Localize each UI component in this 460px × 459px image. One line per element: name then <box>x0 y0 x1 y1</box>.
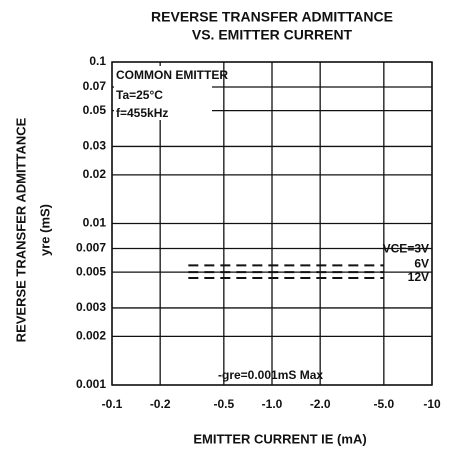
x-axis-label: EMITTER CURRENT IE (mA) <box>193 431 366 446</box>
x-tick-label: -2.0 <box>310 397 331 411</box>
y-unit-label: yre (mS) <box>37 204 52 256</box>
y-tick-label: 0.05 <box>83 103 107 117</box>
x-tick-label: -5.0 <box>373 397 394 411</box>
series-label: VCE=3V <box>383 242 429 256</box>
y-tick-label: 0.03 <box>83 139 107 153</box>
x-tick-label: -0.2 <box>150 397 171 411</box>
series-label: 12V <box>408 270 429 284</box>
chart-subtitle: VS. EMITTER CURRENT <box>192 27 353 43</box>
y-tick-label: 0.005 <box>76 264 106 278</box>
note-box <box>114 66 212 120</box>
series-label: 6V <box>414 256 429 270</box>
x-tick-label: -1.0 <box>262 397 283 411</box>
y-tick-label: 0.001 <box>76 377 106 391</box>
annotation: COMMON EMITTER <box>116 68 228 82</box>
x-tick-label: -10 <box>423 397 441 411</box>
x-tick-label: -0.1 <box>102 397 123 411</box>
annotation: f=455kHz <box>116 106 168 120</box>
x-tick-label: -0.5 <box>213 397 234 411</box>
y-axis-label: REVERSE TRANSFER ADMITTANCE <box>13 117 28 342</box>
annotation: Ta=25°C <box>116 88 163 102</box>
y-tick-label: 0.02 <box>83 167 107 181</box>
y-tick-label: 0.01 <box>83 216 107 230</box>
y-tick-label: 0.007 <box>76 241 106 255</box>
annotation: -gre=0.001mS Max <box>218 368 323 382</box>
y-tick-label: 0.1 <box>89 54 106 68</box>
y-tick-label: 0.003 <box>76 300 106 314</box>
y-tick-label: 0.07 <box>83 79 107 93</box>
y-tick-label: 0.002 <box>76 329 106 343</box>
chart-title: REVERSE TRANSFER ADMITTANCE <box>151 9 393 25</box>
